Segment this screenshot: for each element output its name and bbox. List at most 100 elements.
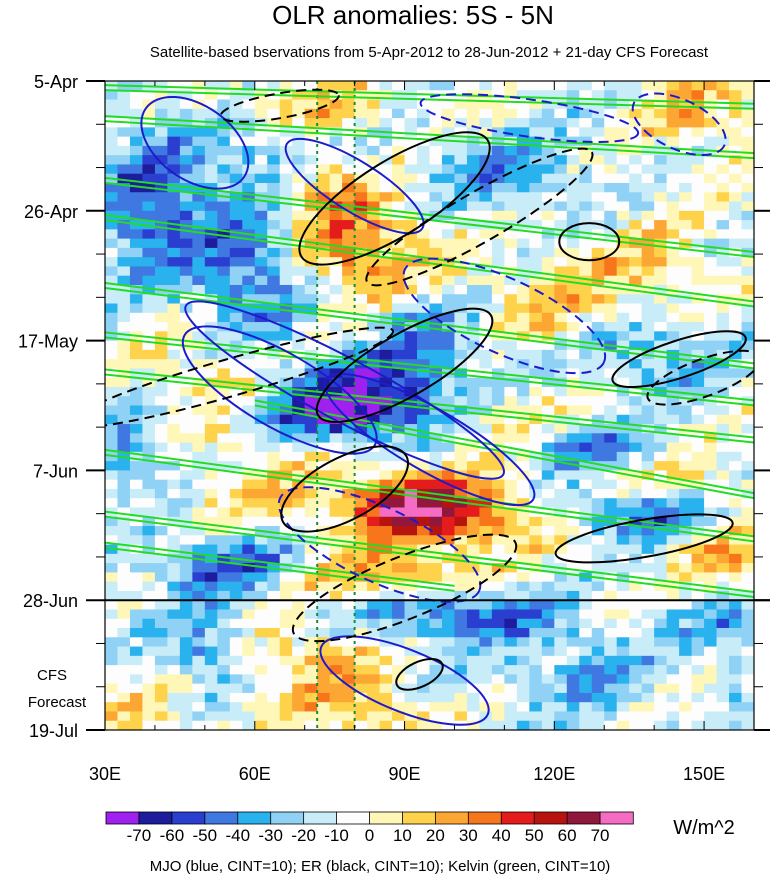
heat-cell [441,674,456,685]
heat-cell [729,349,743,360]
heat-cell [541,118,555,128]
heat-cell [217,516,231,527]
heat-cell [179,442,193,453]
heat-cell [129,294,144,305]
heat-cell [354,637,368,648]
heat-cell [579,229,593,240]
heat-cell [454,711,468,722]
heat-cell [604,442,618,453]
heat-cell [429,535,443,546]
heat-cell [317,424,331,434]
heat-cell [629,581,643,592]
heat-cell [154,628,168,638]
heat-cell [516,637,530,648]
x-tick-label: 120E [533,764,575,784]
heat-cell [491,563,505,573]
heat-cell [267,683,281,694]
heat-cell [566,118,580,128]
heat-cell [516,136,530,147]
heat-cell [629,192,643,203]
heat-cell [441,145,456,156]
heat-cell [504,451,518,462]
heat-cell [105,90,119,101]
heat-cell [729,303,743,314]
colorbar: -70 -60 -50 -40 -30 -20 -10 0 10 20 30 40 50 60 70 [105,811,634,845]
heat-cell [367,516,381,527]
heat-cell [117,145,131,156]
heat-cell [329,266,343,277]
heat-cell [729,553,743,564]
heat-cell [666,127,680,138]
kelvin-contour [105,448,754,538]
heat-cell [429,553,443,564]
heat-cell [641,229,655,240]
er-contour [395,657,444,691]
heat-cell [629,535,643,546]
heat-cell [179,136,193,147]
heat-cell [204,600,218,611]
heat-cell [479,683,493,694]
heat-cell [267,359,281,370]
heat-cell [679,192,693,203]
heat-cell [579,702,593,713]
heat-cell [716,238,730,249]
heat-cell [229,266,243,277]
heat-cell [242,535,256,546]
heat-cell [404,303,418,314]
heat-cell [566,322,580,332]
heat-cell [566,488,580,499]
heat-cell [367,201,381,212]
heat-cell [554,377,568,388]
heat-cell [629,655,643,666]
heat-cell [591,294,605,305]
heat-cell [354,590,368,601]
heat-cell [317,646,331,657]
mjo-contour [184,300,505,480]
heat-cell [292,646,306,657]
heat-cell [217,145,231,156]
heat-cell [367,609,381,620]
heat-cell [691,609,705,620]
heat-cell [167,349,181,360]
heat-cell [154,553,168,564]
heat-cell [604,210,618,221]
heat-cell [329,655,343,666]
heat-cell [179,386,193,397]
heat-cell [491,108,505,119]
heat-cell [529,349,543,360]
heat-cell [329,442,343,453]
heat-cell [292,451,306,462]
heat-cell [516,145,530,156]
heat-cell [604,720,618,730]
heat-cell [641,284,655,295]
heat-cell [566,433,580,444]
plot-area [105,81,754,730]
heat-cell [729,173,743,184]
heat-cell [129,433,144,444]
heat-cell [616,442,630,453]
heat-cell [192,581,206,592]
heat-cell [179,294,193,305]
heat-cell [591,322,605,332]
heat-cell [204,173,218,184]
heat-cell [529,229,543,240]
heat-cell [129,303,144,314]
heat-cell [641,210,655,221]
heat-cell [242,81,256,91]
kelvin-contour [105,218,754,308]
heat-cell [741,303,754,314]
heat-cell [691,581,705,592]
heat-cell [679,711,693,722]
heat-cell [267,609,281,620]
heat-cell [167,581,181,592]
heat-cell [466,377,481,388]
heat-cell [242,600,256,611]
heat-cell [629,637,643,648]
heat-cell [504,405,518,416]
heat-cell [354,136,368,147]
heat-cell [716,284,730,295]
heat-cell [529,600,543,611]
heat-cell [329,711,343,722]
heat-cell [604,294,618,305]
heat-cell [154,665,168,675]
